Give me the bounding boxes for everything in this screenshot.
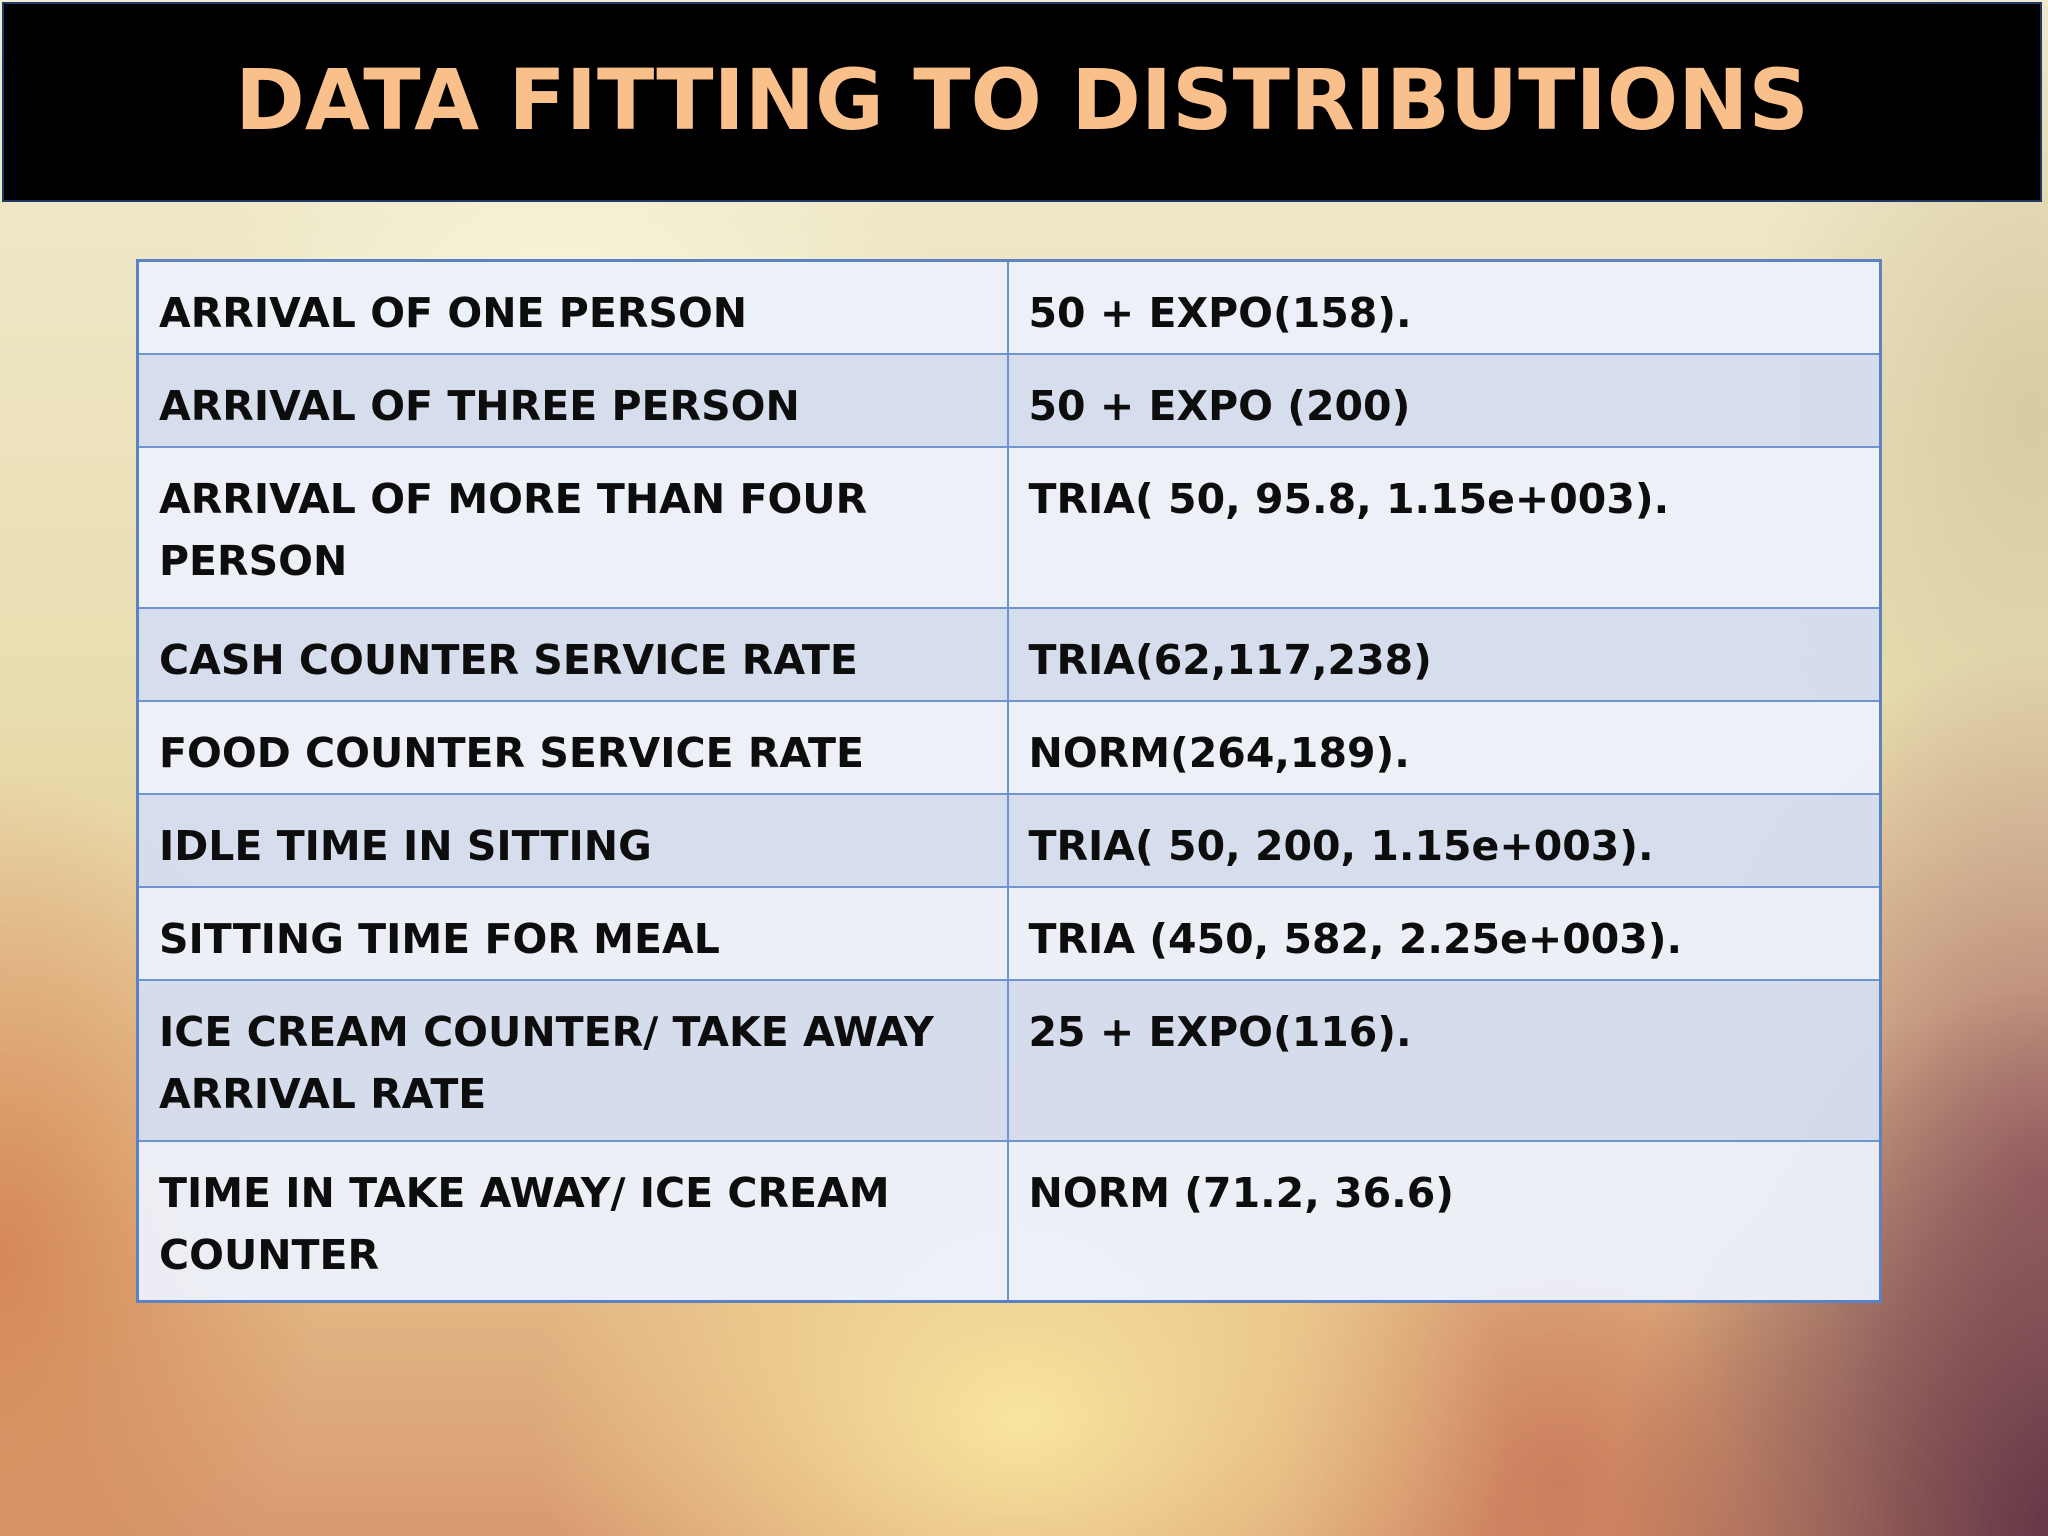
row-label: IDLE TIME IN SITTING (136, 792, 1009, 888)
row-label: TIME IN TAKE AWAY/ ICE CREAM COUNTER (136, 1139, 1009, 1303)
row-label: ARRIVAL OF MORE THAN FOUR PERSON (136, 445, 1009, 609)
row-value: 25 + EXPO(116). (1006, 978, 1882, 1142)
row-label: ICE CREAM COUNTER/ TAKE AWAY ARRIVAL RAT… (136, 978, 1009, 1142)
table-row: ARRIVAL OF MORE THAN FOUR PERSON TRIA( 5… (136, 445, 1882, 609)
row-value: NORM(264,189). (1006, 699, 1882, 795)
distribution-table-container: ARRIVAL OF ONE PERSON 50 + EXPO(158). AR… (136, 259, 1882, 1303)
distribution-table: ARRIVAL OF ONE PERSON 50 + EXPO(158). AR… (136, 259, 1882, 1303)
title-bar: DATA FITTING TO DISTRIBUTIONS (2, 2, 2042, 202)
table-row: ICE CREAM COUNTER/ TAKE AWAY ARRIVAL RAT… (136, 978, 1882, 1142)
row-value: TRIA(62,117,238) (1006, 606, 1882, 702)
row-value: TRIA( 50, 95.8, 1.15e+003). (1006, 445, 1882, 609)
table-row: FOOD COUNTER SERVICE RATE NORM(264,189). (136, 699, 1882, 795)
table-row: SITTING TIME FOR MEAL TRIA (450, 582, 2.… (136, 885, 1882, 981)
table-row: ARRIVAL OF ONE PERSON 50 + EXPO(158). (136, 259, 1882, 355)
row-label: SITTING TIME FOR MEAL (136, 885, 1009, 981)
row-label: ARRIVAL OF ONE PERSON (136, 259, 1009, 355)
table-row: CASH COUNTER SERVICE RATE TRIA(62,117,23… (136, 606, 1882, 702)
row-value: 50 + EXPO(158). (1006, 259, 1882, 355)
row-value: TRIA( 50, 200, 1.15e+003). (1006, 792, 1882, 888)
row-value: NORM (71.2, 36.6) (1006, 1139, 1882, 1303)
table-row: IDLE TIME IN SITTING TRIA( 50, 200, 1.15… (136, 792, 1882, 888)
table-row: ARRIVAL OF THREE PERSON 50 + EXPO (200) (136, 352, 1882, 448)
row-label: FOOD COUNTER SERVICE RATE (136, 699, 1009, 795)
table-row: TIME IN TAKE AWAY/ ICE CREAM COUNTER NOR… (136, 1139, 1882, 1303)
row-label: ARRIVAL OF THREE PERSON (136, 352, 1009, 448)
row-value: TRIA (450, 582, 2.25e+003). (1006, 885, 1882, 981)
row-label: CASH COUNTER SERVICE RATE (136, 606, 1009, 702)
slide-title: DATA FITTING TO DISTRIBUTIONS (235, 51, 1809, 149)
row-value: 50 + EXPO (200) (1006, 352, 1882, 448)
